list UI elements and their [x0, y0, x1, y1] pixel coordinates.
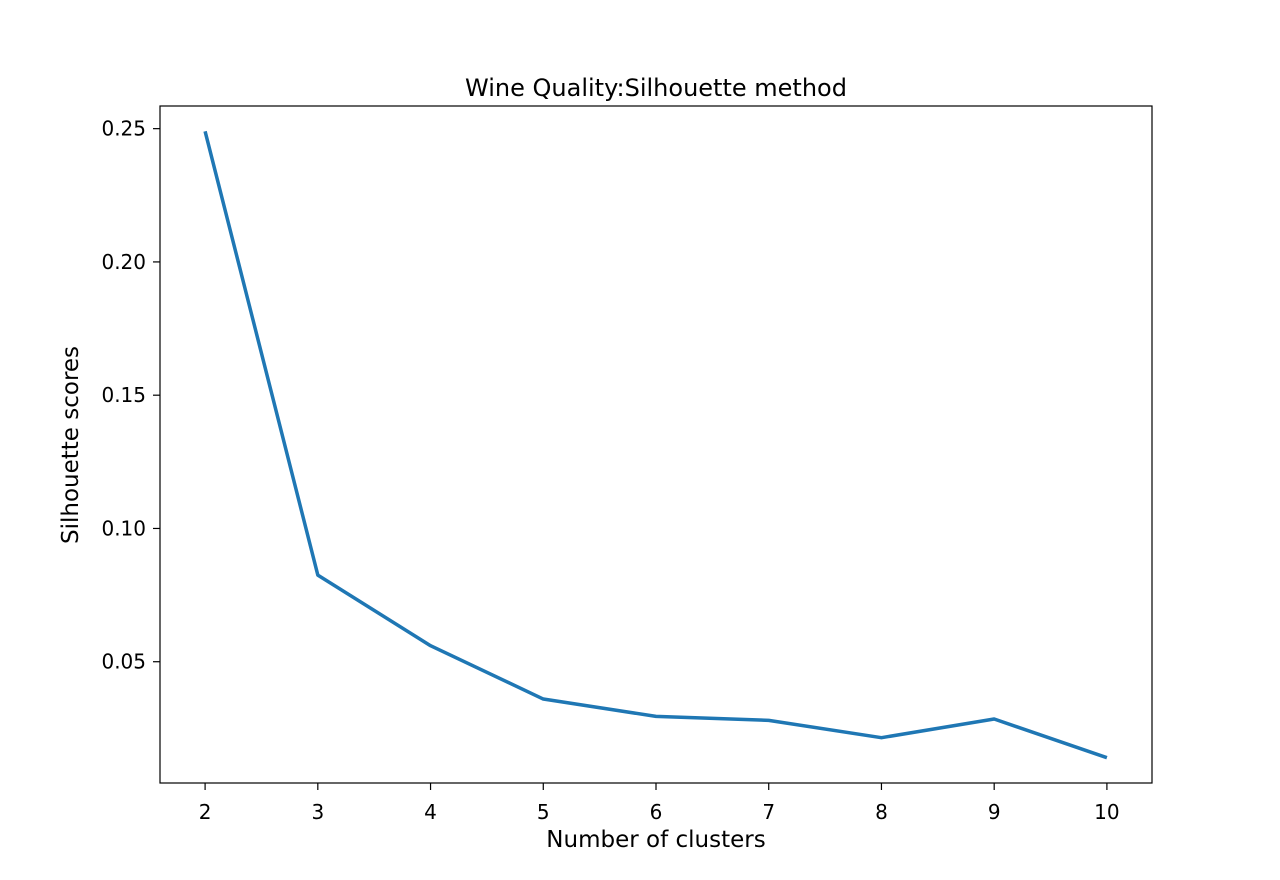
x-tick-label: 4 [424, 800, 437, 824]
x-tick-label: 9 [988, 800, 1001, 824]
x-tick-label: 10 [1094, 800, 1119, 824]
y-tick-label: 0.10 [101, 516, 146, 540]
x-axis: 2 3 4 5 6 7 8 9 10 [199, 783, 1120, 824]
x-axis-label: Number of clusters [546, 827, 765, 853]
x-tick-label: 3 [311, 800, 324, 824]
y-axis-label: Silhouette scores [58, 346, 84, 544]
x-tick-label: 8 [875, 800, 888, 824]
plot-frame [159, 105, 1153, 784]
y-axis: 0.05 0.10 0.15 0.20 0.25 [101, 117, 160, 674]
y-tick-label: 0.20 [101, 250, 146, 274]
x-tick-label: 5 [537, 800, 550, 824]
data-layer [203, 130, 1108, 760]
chart-title: Wine Quality:Silhouette method [465, 74, 847, 102]
x-tick-label: 7 [762, 800, 775, 824]
y-tick-label: 0.15 [101, 383, 146, 407]
plot-area [159, 105, 1153, 784]
y-tick-label: 0.25 [101, 117, 146, 141]
y-tick-label: 0.05 [101, 650, 146, 674]
x-tick-label: 2 [199, 800, 212, 824]
series-line [203, 130, 1108, 760]
x-tick-label: 6 [650, 800, 663, 824]
